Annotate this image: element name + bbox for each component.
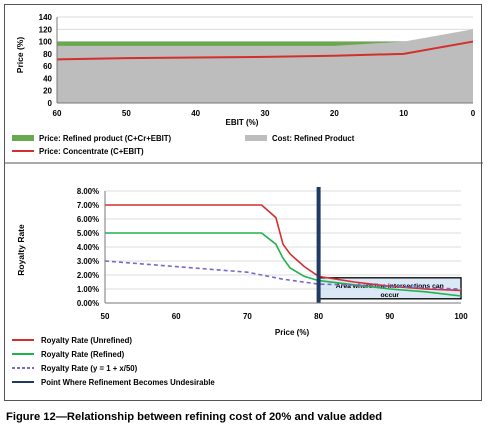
top-series-2-line	[56, 40, 474, 61]
top-axes	[56, 17, 473, 104]
top-y-tick-4: 80	[43, 50, 52, 59]
top-legend-label-1: Cost: Refined Product	[272, 134, 355, 143]
top-y-tick-3: 60	[43, 62, 52, 71]
bottom-y-tick-4: 4.00%	[77, 243, 99, 252]
bottom-x-tick-2: 70	[243, 312, 252, 321]
bottom-series-2-line	[104, 260, 462, 290]
bottom-x-tick-0: 50	[101, 312, 110, 321]
bottom-y-tick-1: 1.00%	[77, 285, 99, 294]
bottom-x-axis-label: Price (%)	[275, 328, 310, 337]
top-y-axis-label: Price (%)	[15, 37, 25, 74]
top-y-tick-labels: 0 20 40 60 80 100 120 140	[39, 13, 53, 108]
bottom-x-tick-1: 60	[172, 312, 181, 321]
bottom-y-tick-8: 8.00%	[77, 187, 99, 196]
bottom-legend-label-0: Royalty Rate (Unrefined)	[41, 336, 132, 345]
top-legend-swatch-0	[12, 135, 34, 141]
bottom-y-tick-5: 5.00%	[77, 229, 99, 238]
top-x-tick-0: 60	[53, 109, 62, 118]
bottom-y-tick-6: 6.00%	[77, 215, 99, 224]
bottom-x-tick-labels: 50 60 70 80 90 100	[101, 312, 469, 321]
top-y-tick-7: 140	[39, 13, 53, 22]
bottom-grid	[105, 190, 461, 290]
bottom-x-tick-4: 90	[385, 312, 394, 321]
figure-caption: Figure 12—Relationship between refining …	[6, 411, 383, 423]
bottom-y-tick-2: 2.00%	[77, 271, 99, 280]
bottom-axes	[104, 191, 461, 304]
top-x-tick-4: 20	[330, 109, 339, 118]
bottom-legend-label-2: Royalty Rate (y = 1 + x/50)	[41, 364, 138, 373]
top-y-tick-1: 20	[43, 87, 52, 96]
bottom-legend: Royalty Rate (Unrefined) Royalty Rate (Re…	[12, 336, 215, 387]
top-legend-label-0: Price: Refined product (C+Cr+EBIT)	[39, 134, 172, 143]
top-x-tick-labels: 60 50 40 30 20 10 0	[53, 109, 476, 118]
bottom-y-tick-7: 7.00%	[77, 201, 99, 210]
top-x-axis-label: EBIT (%)	[226, 118, 259, 127]
top-x-tick-6: 0	[471, 109, 476, 118]
top-legend-label-2: Price: Concentrate (C+EBIT)	[39, 147, 144, 156]
bottom-x-tick-5: 100	[454, 312, 468, 321]
bottom-y-tick-3: 3.00%	[77, 257, 99, 266]
bottom-y-tick-labels: 0.00% 1.00% 2.00% 3.00% 4.00% 5.00% 6.00% 7.00%…	[77, 187, 99, 308]
bottom-lines	[104, 187, 462, 303]
bottom-series-0-line	[105, 204, 462, 292]
bottom-y-axis-label: Royalty Rate	[16, 224, 26, 276]
top-x-tick-5: 10	[399, 109, 408, 118]
top-x-tick-3: 30	[261, 109, 270, 118]
top-x-tick-2: 40	[191, 109, 200, 118]
top-series-1-area	[57, 29, 473, 104]
bottom-y-tick-0: 0.00%	[77, 299, 99, 308]
bottom-series-1-line	[105, 232, 462, 297]
top-y-tick-6: 120	[39, 25, 53, 34]
annotation-text-line2: occur	[381, 292, 400, 299]
figure-frame: 0 20 40 60 80 100 120 140 60 50 40 30 20 10 0 Price (…	[4, 4, 483, 401]
top-y-tick-0: 0	[48, 99, 53, 108]
bottom-legend-label-1: Royalty Rate (Refined)	[41, 350, 125, 359]
top-areas	[57, 29, 473, 104]
bottom-legend-label-3: Point Where Refinement Becomes Undesirab…	[41, 378, 215, 387]
top-legend-swatch-1	[245, 135, 267, 141]
top-y-tick-5: 100	[39, 38, 53, 47]
top-x-tick-1: 50	[122, 109, 131, 118]
top-legend: Price: Refined product (C+Cr+EBIT) Cost: …	[12, 134, 355, 156]
top-y-tick-2: 40	[43, 74, 52, 83]
top-lines	[56, 40, 474, 61]
bottom-x-tick-3: 80	[314, 312, 323, 321]
